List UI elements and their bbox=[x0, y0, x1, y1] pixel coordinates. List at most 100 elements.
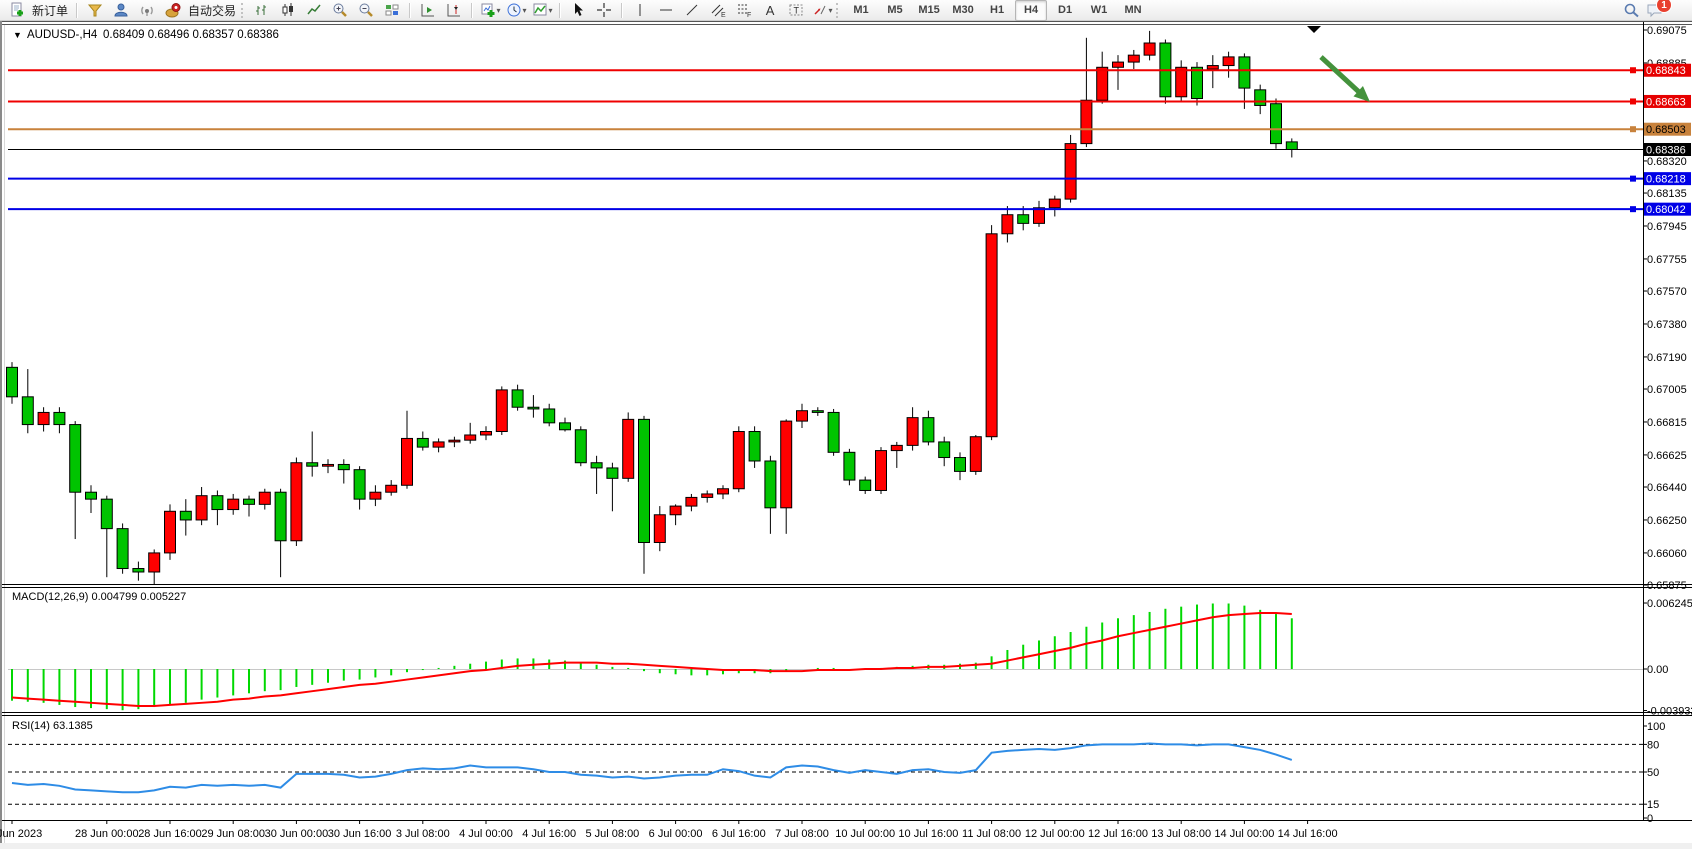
toolbar-separator bbox=[76, 2, 79, 18]
price-tick-label: 0.66060 bbox=[1647, 548, 1687, 560]
price-badge bbox=[1644, 172, 1691, 186]
crosshair-button[interactable] bbox=[592, 0, 616, 21]
trendline-button[interactable] bbox=[680, 0, 704, 21]
line-handle[interactable] bbox=[1630, 126, 1636, 133]
price-tick bbox=[1643, 454, 1647, 456]
annotation-arrow-head[interactable] bbox=[1353, 86, 1370, 102]
timeframe-mn-button[interactable]: MN bbox=[1124, 4, 1142, 16]
candlestick bbox=[385, 484, 398, 493]
time-tick-label: 11 Jul 08:00 bbox=[962, 828, 1021, 840]
candlestick bbox=[653, 514, 666, 544]
status-strip bbox=[0, 843, 1692, 849]
signal-icon bbox=[141, 6, 153, 16]
candlestick bbox=[401, 437, 413, 486]
candlestick bbox=[1001, 214, 1014, 235]
timeframe-h1-button[interactable]: H1 bbox=[990, 4, 1005, 16]
chat-notification-badge: 1 bbox=[1656, 0, 1672, 13]
line-handle[interactable] bbox=[1630, 67, 1636, 74]
time-tick bbox=[1117, 820, 1119, 824]
time-tick-label: 4 Jul 00:00 bbox=[459, 828, 513, 840]
price-tick bbox=[1643, 192, 1647, 194]
time-tick-label: 6 Jul 00:00 bbox=[649, 828, 703, 840]
price-tick-label: 0.67945 bbox=[1647, 221, 1687, 233]
timeframe-m1-button[interactable]: M1 bbox=[853, 4, 869, 16]
annotation-arrow-line[interactable] bbox=[1319, 55, 1361, 94]
macd-tick bbox=[1643, 602, 1647, 604]
time-tick bbox=[864, 820, 866, 824]
candlestick bbox=[574, 429, 587, 464]
candlestick bbox=[1112, 61, 1124, 68]
arrows-tool-button[interactable]: ▾ bbox=[810, 0, 834, 21]
toolbar-drag-handle[interactable] bbox=[836, 2, 841, 18]
candlestick-chart-icon bbox=[282, 3, 294, 16]
line-handle[interactable] bbox=[1630, 175, 1636, 182]
line-chart-button[interactable] bbox=[302, 0, 326, 21]
chart-shift-icon bbox=[447, 4, 461, 17]
candlestick bbox=[322, 463, 334, 467]
candlestick bbox=[796, 410, 808, 422]
autotrading-button[interactable] bbox=[161, 0, 185, 21]
candlestick bbox=[954, 457, 966, 472]
candlestick-chart-button[interactable] bbox=[276, 0, 300, 21]
candlestick bbox=[1191, 66, 1203, 100]
search-button[interactable] bbox=[1619, 0, 1643, 21]
timeframe-w1-button[interactable]: W1 bbox=[1090, 4, 1108, 16]
zoom-out-button[interactable] bbox=[354, 0, 378, 21]
candlestick bbox=[243, 498, 255, 505]
time-tick-label: 29 Jun 08:00 bbox=[201, 828, 265, 840]
candlestick bbox=[938, 441, 951, 459]
candlestick bbox=[132, 568, 145, 573]
tile-windows-button[interactable] bbox=[380, 0, 404, 21]
vertical-line-button[interactable] bbox=[628, 0, 652, 21]
svg-text:T: T bbox=[794, 6, 800, 16]
price-tick bbox=[1643, 552, 1647, 554]
candlestick bbox=[85, 491, 97, 500]
horizontal-line-button[interactable] bbox=[654, 0, 678, 21]
one-click-trading-arrow-icon[interactable]: ▼ bbox=[13, 30, 22, 40]
fibonacci-button[interactable]: F bbox=[732, 0, 756, 21]
timeframe-d1-button[interactable]: D1 bbox=[1058, 4, 1073, 16]
market-watch-button[interactable] bbox=[109, 0, 133, 21]
price-badge bbox=[1644, 94, 1691, 108]
chart-shift-button[interactable] bbox=[442, 0, 466, 21]
cursor-button[interactable] bbox=[566, 0, 590, 21]
candlestick bbox=[875, 450, 887, 491]
text-tool-button[interactable]: A bbox=[758, 0, 782, 21]
candlestick bbox=[432, 441, 445, 448]
candlestick bbox=[464, 434, 477, 441]
candlestick bbox=[669, 505, 682, 516]
profile-save-button[interactable] bbox=[83, 0, 107, 21]
toolbar-right-group: 1 bbox=[1618, 0, 1692, 21]
chart-shift-marker[interactable] bbox=[1307, 26, 1321, 33]
new-chart-button[interactable]: ▾ bbox=[478, 0, 502, 21]
timeframe-m5-button[interactable]: M5 bbox=[887, 4, 903, 16]
candlestick bbox=[148, 552, 161, 573]
new-order-label[interactable]: 新订单 bbox=[32, 3, 69, 18]
price-tick-label: 0.67190 bbox=[1647, 352, 1687, 364]
autotrading-label[interactable]: 自动交易 bbox=[188, 3, 237, 18]
text-label-button[interactable]: T bbox=[784, 0, 808, 21]
rsi-tick bbox=[1643, 817, 1647, 819]
chat-button[interactable]: 1 bbox=[1645, 0, 1681, 21]
auto-scroll-button[interactable] bbox=[416, 0, 440, 21]
price-badge-label: 0.68218 bbox=[1646, 174, 1686, 186]
candlestick bbox=[1017, 214, 1030, 224]
zoom-in-button[interactable] bbox=[328, 0, 352, 21]
timeframe-m30-button[interactable]: M30 bbox=[952, 4, 974, 16]
line-handle[interactable] bbox=[1630, 206, 1636, 213]
bar-chart-button[interactable] bbox=[250, 0, 274, 21]
periods-button[interactable]: ▾ bbox=[504, 0, 528, 21]
new-order-button[interactable] bbox=[5, 0, 29, 21]
indicators-button[interactable]: ▾ bbox=[530, 0, 554, 21]
line-handle[interactable] bbox=[1630, 98, 1636, 105]
chart-area[interactable]: ▼ AUDUSD-,H4 0.68409 0.68496 0.68357 0.6… bbox=[0, 21, 1692, 849]
timeframe-h4-button[interactable]: H4 bbox=[1015, 0, 1048, 21]
macd-signal-line bbox=[11, 612, 1292, 707]
toolbar-drag-handle[interactable] bbox=[241, 2, 246, 18]
timeframe-m15-button[interactable]: M15 bbox=[918, 4, 940, 16]
signals-button[interactable] bbox=[135, 0, 159, 21]
time-tick bbox=[611, 820, 613, 824]
candlestick bbox=[717, 488, 729, 495]
price-tick bbox=[1643, 160, 1647, 162]
equidistant-channel-button[interactable]: E bbox=[706, 0, 730, 21]
